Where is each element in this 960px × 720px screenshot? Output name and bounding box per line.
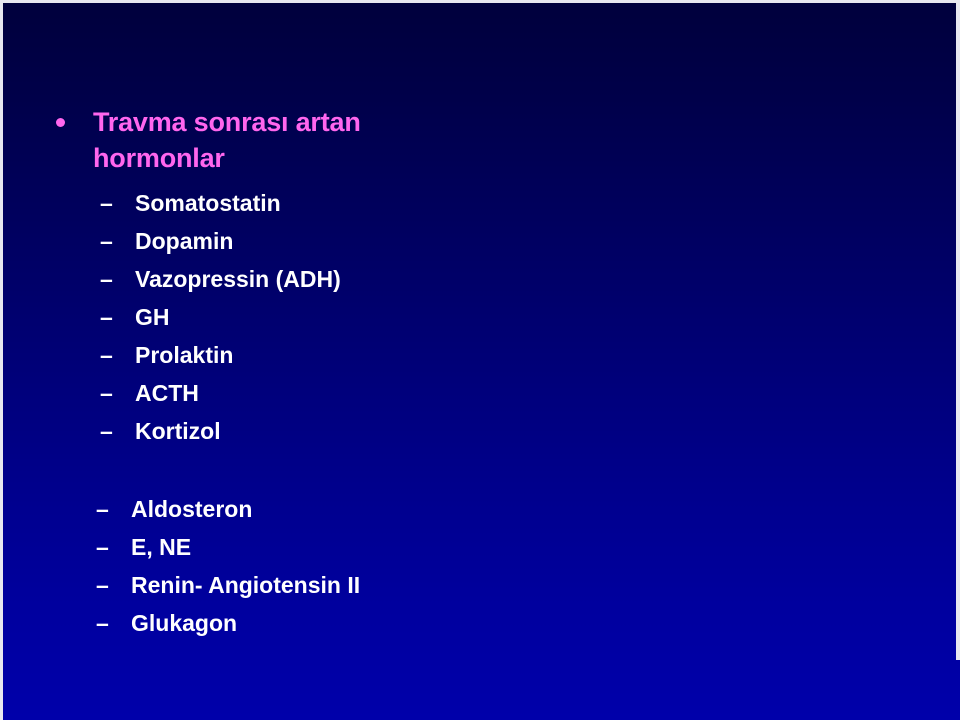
en-dash-marker: – (96, 610, 109, 636)
list-item: – ACTH (100, 374, 341, 412)
en-dash-marker: – (96, 496, 109, 522)
list-item-label: GH (135, 304, 170, 330)
list-item: – Dopamin (100, 222, 341, 260)
left-column-heading: Travma sonrası artan hormonlar (56, 104, 443, 176)
list-item-label: E, NE (131, 534, 192, 560)
left-column: Travma sonrası artan hormonlar – Somatos… (56, 104, 443, 642)
list-item: – GH (100, 298, 341, 336)
left-column-list-top: – Somatostatin – Dopamin – Vazopressin (… (100, 184, 341, 450)
en-dash-marker: – (100, 266, 113, 292)
left-column-list-bottom: – Aldosteron – E, NE – Renin- Angiotensi… (96, 490, 360, 642)
list-item: – Prolaktin (100, 336, 341, 374)
list-item: – Somatostatin (100, 184, 341, 222)
en-dash-marker: – (96, 534, 109, 560)
list-item-label: Dopamin (135, 228, 234, 254)
en-dash-marker: – (100, 190, 113, 216)
left-column-heading-text: Travma sonrası artan hormonlar (93, 107, 361, 173)
list-item: – Kortizol (100, 412, 341, 450)
right-column: Travma sonrası azalan hormonlar – FSH, L… (480, 0, 960, 720)
list-item-label: Glukagon (131, 610, 238, 636)
list-item-label: Vazopressin (ADH) (135, 266, 341, 292)
en-dash-marker: – (96, 572, 109, 598)
en-dash-marker: – (100, 304, 113, 330)
list-item-label: ACTH (135, 380, 199, 406)
list-item: – Renin- Angiotensin II (96, 566, 360, 604)
en-dash-marker: – (100, 228, 113, 254)
list-item-label: Prolaktin (135, 342, 234, 368)
list-item: – Aldosteron (96, 490, 360, 528)
list-item-label: Somatostatin (135, 190, 281, 216)
bullet-dot-icon (56, 118, 65, 127)
en-dash-marker: – (100, 342, 113, 368)
list-item: – Glukagon (96, 604, 360, 642)
list-item: – Vazopressin (ADH) (100, 260, 341, 298)
en-dash-marker: – (100, 418, 113, 444)
list-item: – E, NE (96, 528, 360, 566)
en-dash-marker: – (100, 380, 113, 406)
list-item-label: Aldosteron (131, 496, 253, 522)
list-item-label: Kortizol (135, 418, 221, 444)
list-item-label: Renin- Angiotensin II (131, 572, 361, 598)
